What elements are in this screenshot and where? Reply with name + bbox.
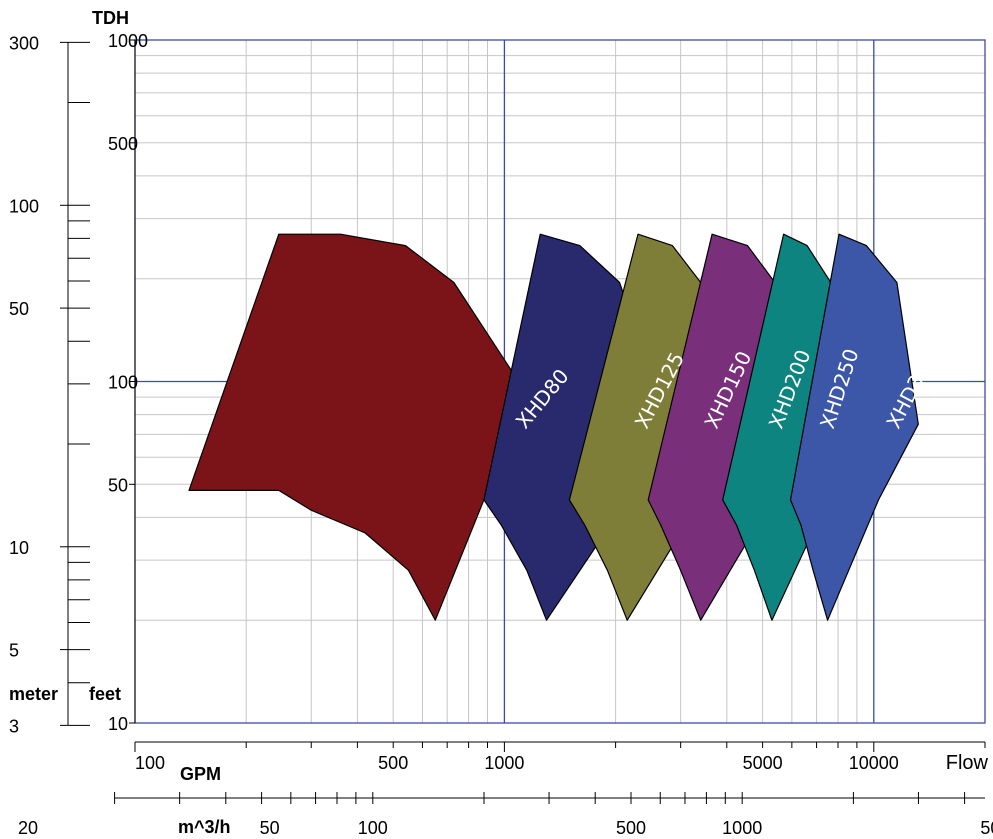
meter-unit-label: meter	[9, 684, 58, 704]
feet-tick-label: 100	[108, 373, 138, 393]
x-axis-title: Flow	[946, 752, 989, 774]
meter-tick-label: 50	[9, 299, 29, 319]
feet-tick-label: 500	[108, 134, 138, 154]
gpm-tick-label: 1000	[484, 753, 524, 773]
gpm-tick-label: 500	[378, 753, 408, 773]
gpm-tick-label: 5000	[743, 753, 783, 773]
meter-tick-label: 100	[9, 196, 39, 216]
m3h-tick-label: 1000	[722, 818, 762, 838]
gpm-unit-label: GPM	[180, 764, 221, 784]
gpm-tick-label: 10000	[849, 753, 899, 773]
meter-tick-label: 10	[9, 538, 29, 558]
series-area-xhd300	[789, 233, 919, 621]
m3h-unit-label: m^3/h	[178, 817, 231, 837]
meter-tick-label: 300	[9, 33, 39, 53]
feet-tick-label: 10	[108, 714, 128, 734]
meter-tick-label: 5	[9, 641, 19, 661]
meter-tick-label: 3	[9, 716, 19, 736]
series-areas	[188, 233, 919, 621]
m3h-tick-label: 50	[260, 818, 280, 838]
axes: 1000 500 100 50 10 300 100 50 10 5 3 100 500 1000 5000…	[9, 31, 993, 838]
m3h-tick-label: 100	[358, 818, 388, 838]
m3h-tick-label: 20	[18, 818, 38, 838]
m3h-tick-label: 5000	[980, 818, 993, 838]
feet-tick-label: 1000	[108, 31, 148, 51]
m3h-tick-label: 500	[616, 818, 646, 838]
feet-unit-label: feet	[89, 684, 121, 704]
feet-tick-label: 50	[108, 475, 128, 495]
series-area-xhd250	[722, 233, 854, 621]
gpm-tick-label: 100	[135, 753, 165, 773]
y-axis-title: TDH	[92, 8, 129, 28]
